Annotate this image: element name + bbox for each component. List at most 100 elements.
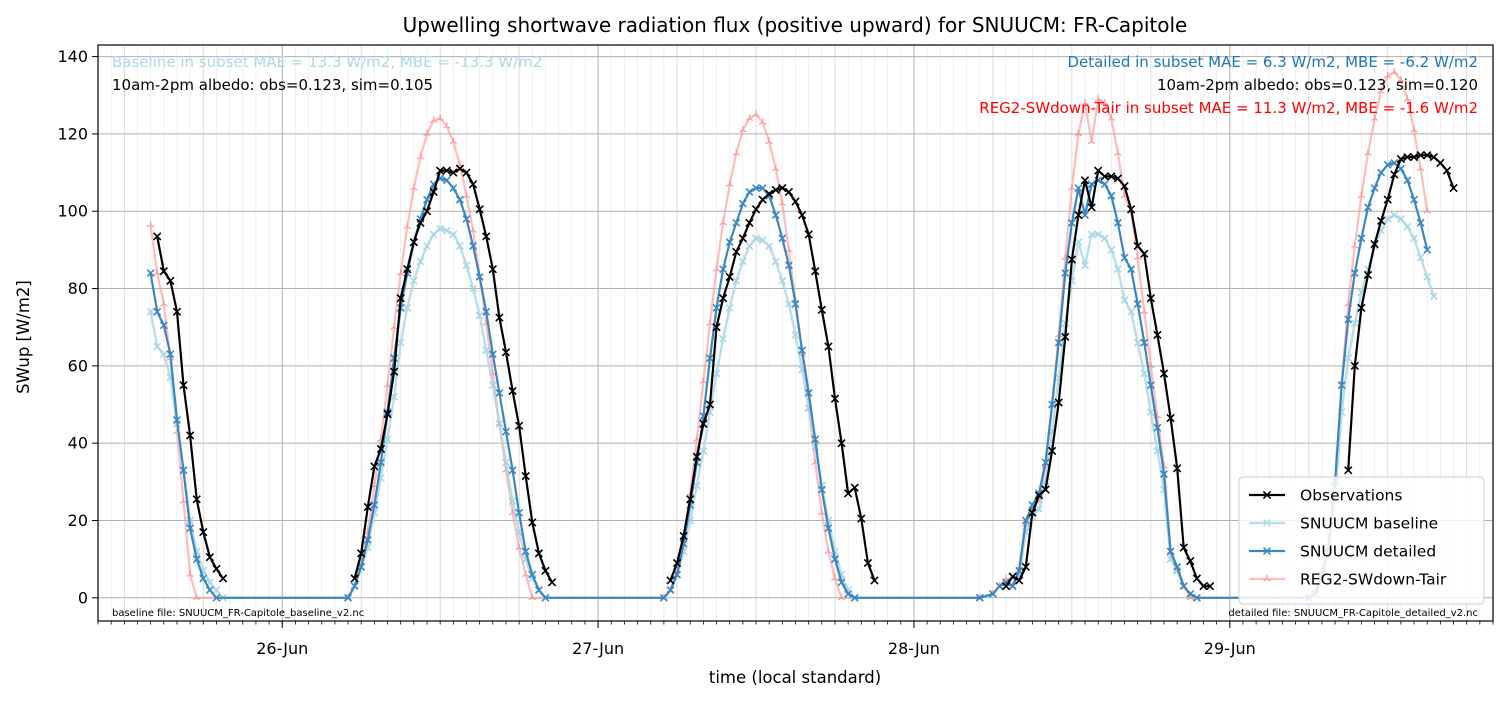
data-point-observations	[758, 195, 767, 204]
data-point-snuucm-detailed	[817, 485, 826, 494]
data-point-snuucm-baseline	[403, 303, 412, 312]
data-point-observations	[370, 462, 379, 471]
data-point-snuucm-detailed	[837, 578, 846, 587]
data-point-observations	[771, 185, 780, 195]
y-tick-label: 60	[68, 356, 88, 375]
data-point-reg2-swdown-tair	[146, 220, 155, 228]
data-point-snuucm-detailed	[1166, 547, 1175, 556]
data-point-snuucm-detailed	[186, 524, 195, 533]
data-point-snuucm-detailed	[212, 593, 221, 602]
data-point-snuucm-baseline	[732, 276, 741, 285]
data-point-snuucm-baseline	[1035, 504, 1043, 513]
data-point-snuucm-detailed	[1173, 562, 1182, 571]
data-point-observations	[1442, 166, 1452, 175]
data-point-observations	[166, 276, 175, 285]
data-point-snuucm-baseline	[153, 342, 162, 351]
legend-entry-snuucm-baseline	[1249, 519, 1285, 527]
data-point-snuucm-detailed	[1364, 203, 1372, 212]
data-point-observations	[416, 218, 425, 227]
data-point-observations	[172, 307, 182, 316]
data-point-observations	[1370, 239, 1379, 249]
legend-marker	[1263, 519, 1271, 527]
data-point-reg2-swdown-tair	[818, 508, 826, 516]
data-point-reg2-swdown-tair	[752, 110, 760, 118]
data-point-observations	[1126, 205, 1136, 214]
data-point-reg2-swdown-tair	[1094, 95, 1102, 102]
data-point-snuucm-detailed	[824, 524, 833, 533]
data-point-snuucm-baseline	[462, 261, 471, 270]
data-point-observations	[409, 237, 419, 247]
data-point-reg2-swdown-tair	[1087, 137, 1096, 145]
legend-entry-snuucm-detailed	[1249, 547, 1285, 555]
data-point-snuucm-detailed	[172, 416, 181, 424]
data-point-observations	[1087, 203, 1096, 212]
detailed-stats-annotation: Detailed in subset MAE = 6.3 W/m2, MBE =…	[1067, 53, 1478, 71]
data-point-observations	[212, 564, 221, 573]
data-point-snuucm-detailed	[482, 307, 491, 316]
data-point-snuucm-baseline	[390, 392, 399, 401]
data-point-observations	[751, 205, 761, 214]
data-point-snuucm-detailed	[488, 350, 497, 359]
data-point-observations	[1205, 582, 1215, 591]
data-point-observations	[824, 342, 833, 351]
data-point-observations	[192, 495, 201, 504]
legend-items: Observations SNUUCM baseline SNUUCM detail…	[1249, 487, 1447, 589]
data-point-reg2-swdown-tair	[1357, 191, 1366, 199]
y-tick-label: 20	[68, 511, 88, 530]
data-point-snuucm-baseline	[502, 458, 510, 467]
data-point-observations	[350, 574, 359, 583]
data-point-observations	[718, 294, 728, 303]
data-point-observations	[712, 323, 721, 332]
data-point-reg2-swdown-tair	[528, 593, 537, 601]
data-point-observations	[389, 367, 399, 376]
reg2-stats-annotation: REG2-SWdown-Tair in subset MAE = 11.3 W/…	[979, 99, 1478, 117]
data-point-snuucm-baseline	[1429, 292, 1438, 301]
detailed-file-annotation: detailed file: SNUUCM_FR-Capitole_detail…	[1228, 608, 1478, 619]
data-point-snuucm-detailed	[449, 184, 458, 192]
data-point-snuucm-detailed	[666, 586, 675, 595]
data-point-snuucm-detailed	[199, 574, 208, 583]
data-point-snuucm-detailed	[1377, 168, 1386, 177]
data-point-reg2-swdown-tair	[765, 137, 773, 145]
data-point-reg2-swdown-tair	[442, 122, 451, 129]
data-point-observations	[1383, 195, 1392, 204]
data-point-snuucm-baseline	[1074, 238, 1083, 247]
data-point-observations	[705, 400, 715, 409]
data-point-snuucm-detailed	[1410, 195, 1419, 204]
data-point-observations	[1423, 151, 1432, 160]
data-point-snuucm-baseline	[1350, 319, 1359, 328]
data-point-snuucm-detailed	[1423, 245, 1432, 254]
data-point-observations	[383, 410, 392, 419]
data-point-reg2-swdown-tair	[186, 570, 194, 578]
data-point-snuucm-baseline	[1127, 307, 1136, 316]
data-point-reg2-swdown-tair	[153, 269, 162, 276]
data-point-snuucm-detailed	[725, 238, 734, 247]
data-point-observations	[791, 197, 800, 206]
data-point-snuucm-detailed	[1048, 400, 1057, 409]
data-point-observations	[804, 230, 813, 239]
data-point-observations	[1008, 572, 1017, 581]
data-point-snuucm-baseline	[508, 497, 517, 506]
data-point-snuucm-baseline	[396, 338, 405, 347]
data-point-reg2-swdown-tair	[745, 114, 754, 122]
data-point-snuucm-baseline	[771, 257, 780, 266]
chart-title: Upwelling shortwave radiation flux (posi…	[403, 13, 1188, 37]
data-point-reg2-swdown-tair	[758, 118, 767, 125]
data-point-snuucm-detailed	[1337, 381, 1346, 390]
data-point-snuucm-baseline	[1107, 245, 1116, 254]
data-point-snuucm-detailed	[844, 589, 853, 598]
data-point-snuucm-baseline	[423, 242, 431, 250]
data-point-observations	[357, 549, 366, 558]
data-point-observations	[745, 218, 754, 227]
legend: Observations SNUUCM baseline SNUUCM detail…	[1238, 476, 1485, 605]
data-point-snuucm-detailed	[1035, 489, 1043, 498]
data-point-snuucm-detailed	[1008, 582, 1017, 591]
legend-marker	[1263, 547, 1271, 555]
data-point-snuucm-detailed	[370, 501, 379, 509]
data-point-snuucm-detailed	[205, 586, 214, 595]
data-point-snuucm-detailed	[1133, 300, 1142, 308]
legend-marker	[1263, 575, 1271, 582]
data-point-observations	[462, 168, 471, 177]
data-point-snuucm-baseline	[1423, 272, 1432, 281]
data-point-observations	[495, 313, 504, 322]
